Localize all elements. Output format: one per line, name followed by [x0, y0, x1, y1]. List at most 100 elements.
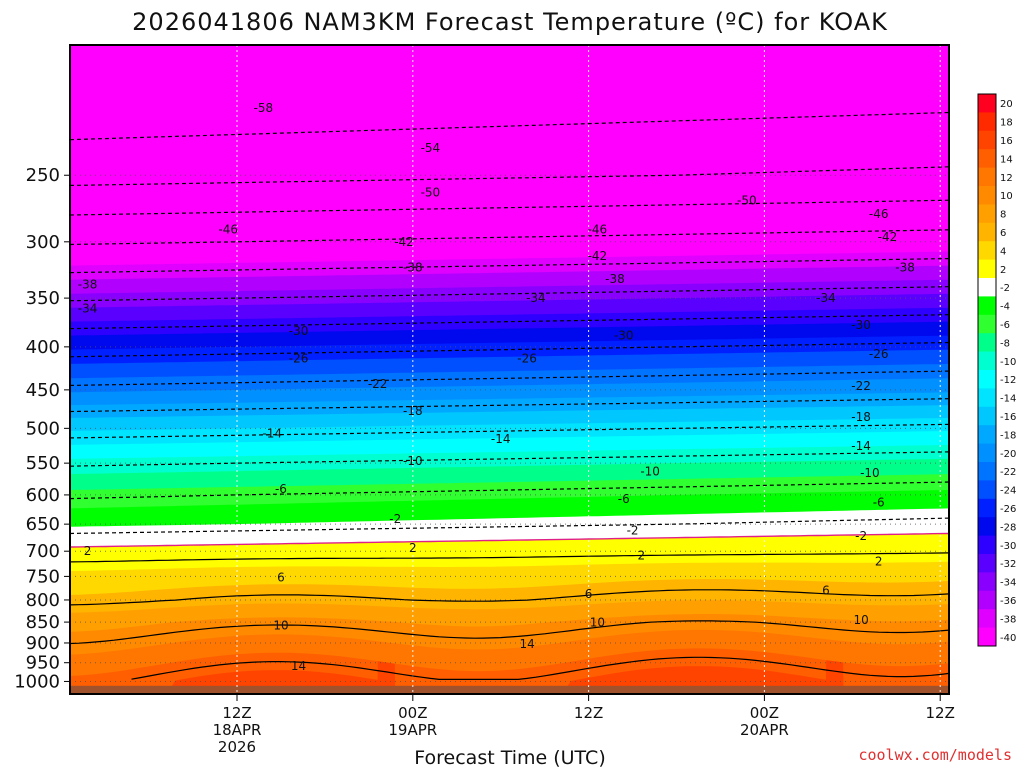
colorbar-swatch	[978, 572, 996, 592]
y-tick-label: 500	[26, 418, 60, 439]
colorbar-label: -8	[1000, 338, 1010, 349]
x-tick-label: 20APR	[740, 721, 789, 739]
colorbar-label: -22	[1000, 467, 1016, 478]
contour-label: -34	[78, 301, 98, 315]
colorbar-swatch	[978, 112, 996, 132]
contour-label: 2	[638, 548, 646, 562]
contour-label: -30	[614, 329, 634, 343]
colorbar-swatch	[978, 627, 996, 647]
temperature-bands	[70, 45, 949, 694]
colorbar-swatch	[978, 590, 996, 610]
y-tick-label: 300	[26, 232, 60, 253]
contour-label: -34	[816, 291, 836, 305]
x-tick-label: 12Z	[222, 704, 251, 722]
contour-label: -30	[289, 324, 309, 338]
y-tick-label: 250	[26, 165, 60, 186]
colorbar-label: -4	[1000, 302, 1010, 313]
colorbar-swatch	[978, 204, 996, 224]
contour-label: -10	[860, 466, 880, 480]
colorbar-swatch	[978, 222, 996, 242]
colorbar-label: 20	[1000, 99, 1013, 110]
chart-title: 2026041806 NAM3KM Forecast Temperature (…	[132, 8, 888, 36]
colorbar-swatch	[978, 609, 996, 629]
colorbar-label: -28	[1000, 522, 1016, 533]
contour-label: -38	[605, 272, 625, 286]
colorbar-label: -10	[1000, 357, 1016, 368]
contour-label: -14	[491, 432, 511, 446]
colorbar-label: -26	[1000, 504, 1016, 515]
contour-label: -42	[588, 249, 608, 263]
plot-area: -58 -54 -50 -50 -46 -46 -46 -42 -42 -42 -38 -38 -38 -…	[70, 45, 949, 694]
colorbar-swatch	[978, 333, 996, 353]
colorbar-swatch	[978, 554, 996, 573]
colorbar-swatch	[978, 425, 996, 445]
contour-label: -34	[526, 291, 546, 305]
contour-label: 10	[273, 619, 288, 633]
colorbar-label: 14	[1000, 154, 1013, 165]
contour-line	[70, 552, 949, 563]
colorbar-swatch	[978, 167, 996, 187]
y-tick-label: 450	[26, 380, 60, 401]
contour-label: 6	[277, 570, 285, 584]
colorbar-label: 4	[1000, 246, 1006, 257]
contour-label: -50	[737, 194, 757, 208]
contour-label: 14	[519, 637, 534, 651]
contour-label: -38	[895, 261, 915, 275]
contour-label: -6	[873, 496, 885, 510]
contour-label: -26	[869, 347, 889, 361]
x-tick-label: 00Z	[398, 704, 427, 722]
colorbar-label: -20	[1000, 449, 1016, 460]
contour-label: -42	[878, 230, 898, 244]
colorbar-swatch	[978, 259, 996, 279]
contour-label: 6	[822, 584, 830, 598]
x-axis-label: Forecast Time (UTC)	[414, 747, 605, 768]
colorbar-label: -38	[1000, 614, 1016, 625]
y-tick-label: 800	[26, 590, 60, 611]
contour-label: -6	[618, 492, 630, 506]
x-tick-label: 18APR	[213, 721, 262, 739]
colorbar-label: 16	[1000, 136, 1013, 147]
y-tick-label: 750	[26, 566, 60, 587]
contour-label: -50	[421, 185, 441, 199]
contour-label: -2	[627, 523, 639, 537]
contour-label: -26	[289, 352, 309, 366]
colorbar-label: -6	[1000, 320, 1010, 331]
colorbar-swatch	[978, 351, 996, 371]
colorbar-label: -30	[1000, 541, 1016, 552]
contour-label: -46	[588, 222, 608, 236]
colorbar-label: -2	[1000, 283, 1010, 294]
ground-rect	[70, 685, 949, 694]
y-axis: 2503003504004505005506006507007508008509…	[14, 165, 70, 692]
colorbar-swatch	[978, 480, 996, 500]
colorbar-label: 12	[1000, 173, 1013, 184]
ground-strip	[70, 685, 949, 694]
contour-label: 14	[291, 659, 306, 673]
colorbar-label: -24	[1000, 486, 1016, 497]
contour-line	[70, 620, 949, 645]
contour-label: -42	[394, 235, 414, 249]
contour-label: -10	[640, 465, 660, 479]
colorbar-label: 6	[1000, 228, 1006, 239]
y-tick-label: 950	[26, 653, 60, 674]
x-tick-label: 19APR	[388, 721, 437, 739]
contour-label: -30	[851, 318, 871, 332]
colorbar-swatch	[978, 296, 996, 316]
y-tick-label: 650	[26, 514, 60, 535]
colorbar-swatch	[978, 241, 996, 261]
colorbar-label: -36	[1000, 596, 1016, 607]
contour-label: -46	[218, 222, 238, 236]
contour-label: -14	[851, 439, 871, 453]
contour-label: -22	[368, 377, 388, 391]
contour-label: -58	[254, 101, 274, 115]
colorbar-swatch	[978, 388, 996, 408]
contour-label: -10	[403, 454, 423, 468]
contour-lines	[70, 111, 949, 681]
contour-label: -38	[403, 261, 423, 275]
colorbar-swatch	[978, 370, 996, 389]
contour-label: -14	[262, 426, 282, 440]
colorbar-swatch	[978, 406, 996, 426]
temperature-band	[70, 45, 949, 266]
x-tick-label: 00Z	[750, 704, 779, 722]
y-tick-label: 900	[26, 633, 60, 654]
